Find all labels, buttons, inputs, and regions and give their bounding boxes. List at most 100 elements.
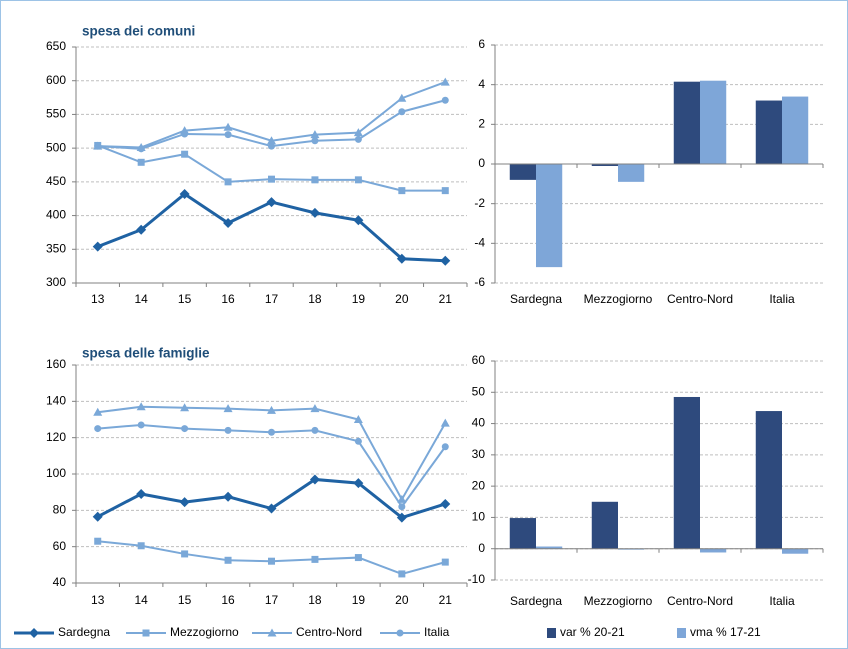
y-tick-label: 100 — [46, 466, 66, 480]
bar — [509, 164, 536, 180]
x-tick-label: Italia — [769, 594, 795, 608]
y-tick-label: 0 — [478, 541, 485, 555]
y-tick-label: 120 — [46, 430, 66, 444]
point — [94, 537, 102, 545]
x-tick-label: 17 — [265, 292, 279, 306]
point — [440, 418, 450, 427]
point — [223, 404, 233, 413]
y-tick-label: 550 — [46, 107, 66, 121]
point — [268, 142, 275, 150]
point — [179, 497, 190, 508]
point — [137, 421, 145, 429]
legend-label: Sardegna — [58, 625, 110, 639]
x-tick-label: 14 — [134, 292, 148, 306]
point — [181, 425, 189, 433]
y-tick-label: 60 — [53, 539, 67, 553]
legend-marker — [267, 628, 277, 637]
point — [440, 77, 450, 86]
y-tick-label: 400 — [46, 208, 66, 222]
x-tick-label: Centro-Nord — [667, 292, 733, 306]
point — [266, 197, 277, 208]
point — [353, 415, 363, 423]
point — [137, 542, 145, 550]
bar — [673, 396, 700, 549]
point — [223, 491, 234, 502]
point — [309, 207, 320, 218]
point — [181, 150, 189, 158]
y-tick-label: 40 — [53, 575, 67, 589]
legend-marker — [396, 629, 404, 637]
point — [92, 241, 103, 252]
x-tick-label: 13 — [91, 292, 105, 306]
point — [441, 96, 449, 104]
y-tick-label: 2 — [478, 117, 485, 131]
point — [180, 403, 190, 412]
point — [311, 426, 319, 434]
x-tick-label: 20 — [395, 292, 409, 306]
point — [440, 498, 451, 509]
y-tick-label: 500 — [46, 140, 66, 154]
legend-label: Mezzogiorno — [170, 625, 239, 639]
point — [353, 128, 363, 137]
bar — [782, 96, 809, 164]
x-tick-label: Sardegna — [510, 594, 562, 608]
x-tick-label: 16 — [221, 292, 235, 306]
point — [311, 176, 319, 184]
point — [267, 136, 276, 145]
point — [441, 443, 449, 451]
point — [181, 130, 189, 138]
point — [268, 428, 275, 436]
point — [94, 425, 102, 433]
legend-label: Centro-Nord — [296, 625, 362, 639]
point — [93, 407, 103, 416]
point — [354, 554, 362, 562]
y-tick-label: 10 — [472, 510, 486, 524]
point — [224, 131, 232, 139]
point — [137, 145, 145, 153]
y-tick-label: 80 — [53, 503, 67, 517]
y-tick-label: 140 — [46, 394, 66, 408]
bar — [755, 100, 782, 164]
y-tick-label: 600 — [46, 73, 66, 87]
y-tick-label: -2 — [474, 196, 485, 210]
point — [268, 175, 275, 183]
x-tick-label: Italia — [769, 292, 795, 306]
x-tick-label: 19 — [352, 292, 366, 306]
y-tick-label: 60 — [472, 353, 486, 367]
point — [181, 550, 189, 558]
point — [223, 217, 234, 228]
point — [354, 437, 362, 445]
legend-label: var % 20-21 — [560, 625, 625, 639]
y-tick-label: -6 — [474, 275, 485, 289]
legend-marker — [29, 628, 39, 638]
y-tick-label: 350 — [46, 241, 66, 255]
point — [441, 187, 449, 195]
bar — [673, 81, 700, 164]
x-tick-label: 15 — [178, 593, 192, 607]
x-tick-label: 21 — [439, 593, 453, 607]
point — [94, 142, 102, 150]
bar — [536, 164, 563, 268]
point — [268, 557, 275, 565]
point — [441, 558, 449, 566]
x-tick-label: 17 — [265, 593, 279, 607]
x-tick-label: Centro-Nord — [667, 594, 733, 608]
legend-swatch — [677, 628, 686, 638]
bar — [509, 518, 536, 549]
point — [311, 137, 319, 145]
bar — [536, 546, 563, 549]
chart-title: spesa dei comuni — [82, 24, 195, 39]
x-tick-label: Mezzogiorno — [584, 594, 653, 608]
x-tick-label: 20 — [395, 593, 409, 607]
point — [136, 402, 146, 411]
bar — [591, 501, 618, 549]
y-tick-label: 0 — [478, 156, 485, 170]
point — [398, 570, 406, 578]
point — [354, 176, 362, 184]
x-tick-label: 21 — [439, 292, 453, 306]
point — [396, 512, 407, 523]
x-tick-label: 13 — [91, 593, 105, 607]
y-tick-label: -4 — [474, 236, 485, 250]
point — [92, 511, 103, 522]
